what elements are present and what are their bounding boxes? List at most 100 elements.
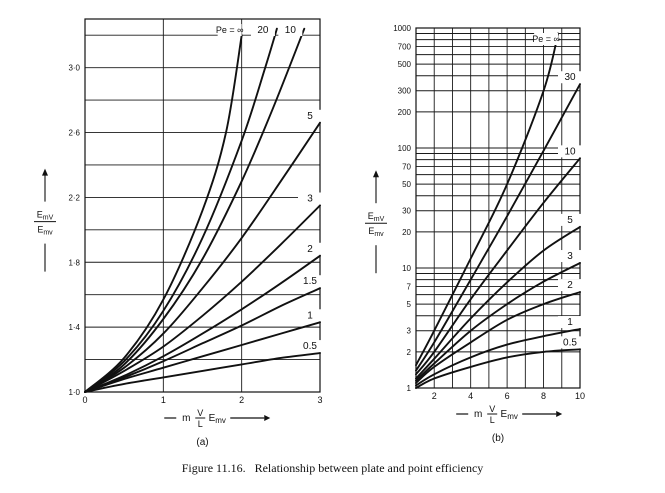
chart-1-ytick-label: 3·0 <box>68 64 80 73</box>
chart-1-series-label-bg <box>298 242 322 255</box>
chart-2-ytick-label: 30 <box>402 207 411 216</box>
chart-2-panel-label: (b) <box>492 433 504 444</box>
chart-2-ytick-label: 1 <box>407 384 412 393</box>
chart-1-xlabel-arrowhead <box>264 415 271 421</box>
chart-1-ylabel-den: Emv <box>37 225 53 237</box>
chart-2-xtick-label: 8 <box>541 391 546 401</box>
chart-1-series-label-bg <box>298 309 322 322</box>
chart-2-ytick-label: 1000 <box>393 24 411 33</box>
chart-2-series-label: 2 <box>567 280 573 291</box>
chart-1-series-label: 3 <box>307 194 313 205</box>
chart-2-ytick-label: 200 <box>398 108 412 117</box>
chart-1-ytick-label: 2·2 <box>68 193 80 202</box>
chart-2-xlabel-v: V <box>489 404 495 414</box>
chart-2-ytick-label: 20 <box>402 228 411 237</box>
chart-2-series-line <box>415 291 581 384</box>
chart-1-series-label-bg <box>298 109 322 122</box>
chart-1-panel-label: (a) <box>196 437 208 448</box>
chart-1-ytick-label: 1·8 <box>68 258 80 267</box>
chart-2-ytick-label: 70 <box>402 163 411 172</box>
chart-1-series-line <box>84 34 243 393</box>
chart-2-frame <box>415 27 581 389</box>
chart-1-xlabel-v: V <box>197 408 203 418</box>
chart-2-ytick-label: 300 <box>398 87 412 96</box>
chart-2-xlabel-m: m <box>474 409 482 420</box>
chart-2-series-label-bg <box>558 71 582 84</box>
chart-1-ytick-label: 2·6 <box>68 129 80 138</box>
chart-1-series-label-bg <box>298 275 322 288</box>
chart-1-series-label: 5 <box>307 111 313 122</box>
chart-1-ytick-label: 1·0 <box>68 388 80 397</box>
chart-2-ytick-label: 2 <box>407 348 412 357</box>
chart-1-series-line <box>84 204 321 393</box>
chart-2-xtick-label: 6 <box>505 391 510 401</box>
chart-2-ytick-label: 500 <box>398 60 412 69</box>
chart-2-xlabel-arrowhead <box>556 411 563 417</box>
chart-1-xtick-label: 0 <box>82 395 87 405</box>
chart-2-ytick-label: 5 <box>407 300 412 309</box>
chart-1-ylabel-arrowhead <box>42 168 48 176</box>
chart-2-series-label-bg <box>558 336 582 349</box>
chart-2-ytick-label: 3 <box>407 327 412 336</box>
chart-1-xtick-label: 3 <box>317 395 322 405</box>
chart-1-series-label-bg <box>278 24 303 36</box>
chart-1-xtick-label: 1 <box>161 395 166 405</box>
chart-1-xlabel-emv: Emv <box>209 413 226 425</box>
chart-2-series-line <box>415 83 581 372</box>
chart-2-series-line <box>415 32 560 367</box>
chart-2-series-label-bg <box>534 33 559 45</box>
chart-2-series-label-bg <box>558 250 582 263</box>
chart-2-series-line <box>415 157 581 376</box>
chart-2-series-line <box>415 328 581 387</box>
chart-2-xtick-label: 10 <box>575 391 585 401</box>
chart-2-ytick-label: 700 <box>398 43 412 52</box>
chart-1-xlabel-m: m <box>182 413 190 424</box>
chart-2-series-label: 5 <box>567 215 573 226</box>
chart-2-series-label: 1 <box>567 317 573 328</box>
chart-1-xtick-label: 2 <box>239 395 244 405</box>
chart-1-series-label: 10 <box>285 25 297 36</box>
chart-2-series-label: 3 <box>567 251 573 262</box>
chart-1-series-line <box>84 352 321 393</box>
chart-2-series-line <box>415 225 581 380</box>
chart-2-ytick-label: 100 <box>398 144 412 153</box>
chart-2-ytick-label: 50 <box>402 180 411 189</box>
chart-2-series-label-bg <box>558 145 582 158</box>
chart-1-series-label: 1 <box>307 310 313 321</box>
chart-2-ylabel-arrowhead <box>373 170 379 178</box>
chart-2-ytick-label: 7 <box>407 283 412 292</box>
chart-2-xlabel-emv: Emv <box>501 409 518 421</box>
chart-1-frame <box>84 18 321 393</box>
chart-2-ylabel-num: EmV <box>368 211 385 223</box>
figure-caption: Figure 11.16. Relationship between plate… <box>0 461 665 476</box>
chart-2-xtick-label: 4 <box>468 391 473 401</box>
chart-1-series-line <box>84 27 278 393</box>
chart-1-series-line <box>84 321 321 393</box>
chart-1-xlabel-l: L <box>198 419 203 429</box>
chart-1-series-label: Pe = ∞ <box>216 25 244 35</box>
chart-1-ytick-label: 1·4 <box>68 323 80 332</box>
chart-1-series-line <box>84 254 321 393</box>
chart-2-series-label: 30 <box>564 72 576 83</box>
chart-1-series-label: 2 <box>307 244 313 255</box>
chart-1-series-label-bg <box>250 24 275 36</box>
chart-1-series-label-bg <box>298 340 322 353</box>
chart-2-series-label-bg <box>558 316 582 329</box>
chart-1-series-label-bg <box>217 24 242 36</box>
chart-1-series-line <box>84 287 321 393</box>
caption-text: Relationship between plate and point eff… <box>254 461 484 475</box>
chart-2-ytick-label: 10 <box>402 264 411 273</box>
chart-2-series-line <box>415 348 581 389</box>
caption-label: Figure 11.16. <box>181 461 246 475</box>
chart-2-series-label-bg <box>558 213 582 226</box>
chart-2-series-label: 10 <box>564 146 576 157</box>
chart-2-ylabel-den: Emv <box>368 226 384 238</box>
chart-2-xtick-label: 2 <box>432 391 437 401</box>
chart-2-series-label: 0.5 <box>563 337 577 348</box>
chart-1-ylabel-num: EmV <box>37 210 54 222</box>
chart-1-series-label-bg <box>298 192 322 205</box>
chart-1-series-label: 1.5 <box>303 276 317 287</box>
chart-2-series-label: Pe = ∞ <box>532 34 560 44</box>
chart-2-series-line <box>415 262 581 382</box>
